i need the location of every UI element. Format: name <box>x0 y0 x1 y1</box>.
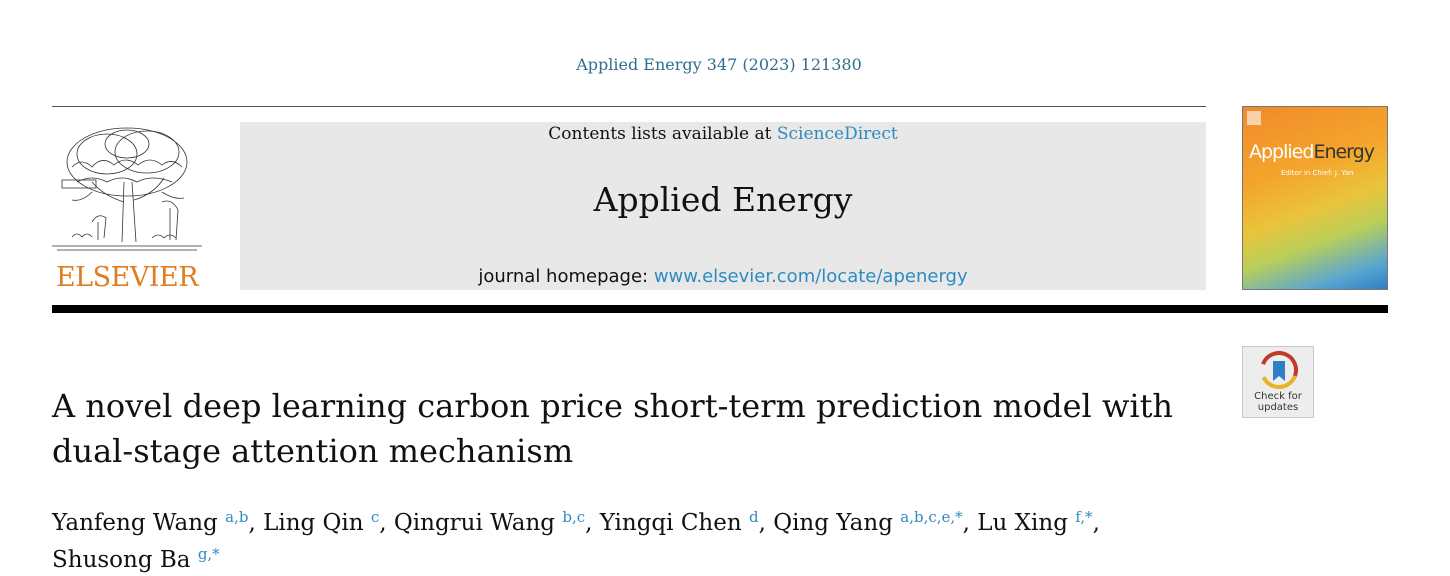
article-title-line2: dual-stage attention mechanism <box>52 432 574 470</box>
author-affiliation-link[interactable]: g,* <box>197 545 220 563</box>
header-thick-divider <box>52 305 1388 313</box>
elsevier-logo[interactable]: ELSEVIER <box>52 122 202 293</box>
check-updates-line1: Check for <box>1254 391 1302 402</box>
homepage-link[interactable]: www.elsevier.com/locate/apenergy <box>653 266 968 287</box>
cover-editor: Editor in Chief: J. Yan <box>1281 169 1354 177</box>
cover-title-part2: Energy <box>1313 141 1375 163</box>
homepage-prefix: journal homepage: <box>478 266 654 287</box>
check-updates-icon <box>1260 351 1298 389</box>
author-name[interactable]: Shusong Ba <box>52 547 191 573</box>
journal-cover-thumbnail[interactable]: AppliedEnergy Editor in Chief: J. Yan <box>1242 106 1388 290</box>
check-updates-label: Check for updates <box>1243 391 1313 413</box>
elsevier-tree-icon <box>52 127 202 251</box>
author-name[interactable]: Lu Xing <box>977 510 1068 536</box>
cover-title-part1: Applied <box>1249 141 1314 163</box>
sciencedirect-link[interactable]: ScienceDirect <box>776 124 898 144</box>
author-list: Yanfeng Wang a,b, Ling Qin c, Qingrui Wa… <box>52 502 1232 576</box>
author-separator: , <box>379 510 394 536</box>
author-separator: , <box>585 510 600 536</box>
top-divider <box>52 106 1206 107</box>
author-separator: , <box>758 510 774 536</box>
author-affiliation-link[interactable]: c <box>370 508 380 526</box>
homepage-line: journal homepage: www.elsevier.com/locat… <box>240 266 1206 287</box>
author-separator: , <box>1092 510 1100 536</box>
author-name[interactable]: Qing Yang <box>773 510 893 536</box>
journal-banner: Contents lists available at ScienceDirec… <box>240 122 1206 290</box>
cover-logo-icon <box>1247 111 1261 125</box>
author-separator: , <box>248 510 264 536</box>
author-name[interactable]: Qingrui Wang <box>393 510 556 536</box>
author-affiliation-link[interactable]: a,b,c,e,* <box>900 508 963 526</box>
check-updates-line2: updates <box>1257 402 1299 413</box>
article-title-line1: A novel deep learning carbon price short… <box>52 387 1174 425</box>
cover-title: AppliedEnergy <box>1249 141 1375 163</box>
author-affiliation-link[interactable]: f,* <box>1075 508 1093 526</box>
author-name[interactable]: Yingqi Chen <box>599 510 742 536</box>
author-affiliation-link[interactable]: d <box>748 508 759 526</box>
author-name[interactable]: Ling Qin <box>263 510 364 536</box>
article-title: A novel deep learning carbon price short… <box>52 384 1202 474</box>
author-affiliation-link[interactable]: a,b <box>225 508 249 526</box>
contents-line: Contents lists available at ScienceDirec… <box>240 124 1206 144</box>
journal-title: Applied Energy <box>593 180 853 219</box>
contents-prefix: Contents lists available at <box>548 124 777 144</box>
author-affiliation-link[interactable]: b,c <box>562 508 586 526</box>
elsevier-wordmark: ELSEVIER <box>55 262 199 293</box>
author-separator: , <box>962 510 978 536</box>
check-for-updates-button[interactable]: Check for updates <box>1242 346 1314 418</box>
author-name[interactable]: Yanfeng Wang <box>52 510 218 536</box>
journal-citation[interactable]: Applied Energy 347 (2023) 121380 <box>576 55 862 74</box>
